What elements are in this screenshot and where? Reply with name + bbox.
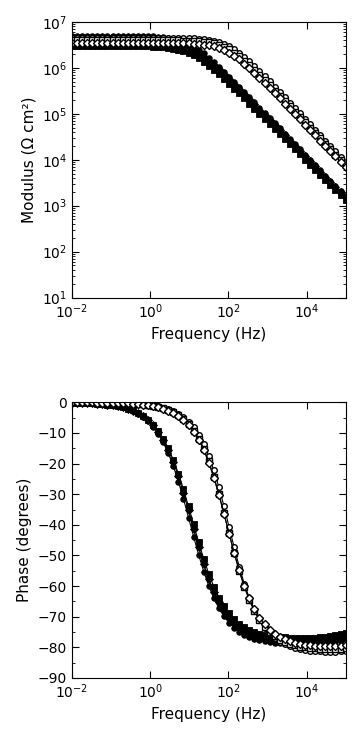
X-axis label: Frequency (Hz): Frequency (Hz) [151,707,266,722]
Y-axis label: Modulus (Ω cm²): Modulus (Ω cm²) [21,96,36,223]
X-axis label: Frequency (Hz): Frequency (Hz) [151,327,266,342]
Y-axis label: Phase (degrees): Phase (degrees) [17,478,32,602]
